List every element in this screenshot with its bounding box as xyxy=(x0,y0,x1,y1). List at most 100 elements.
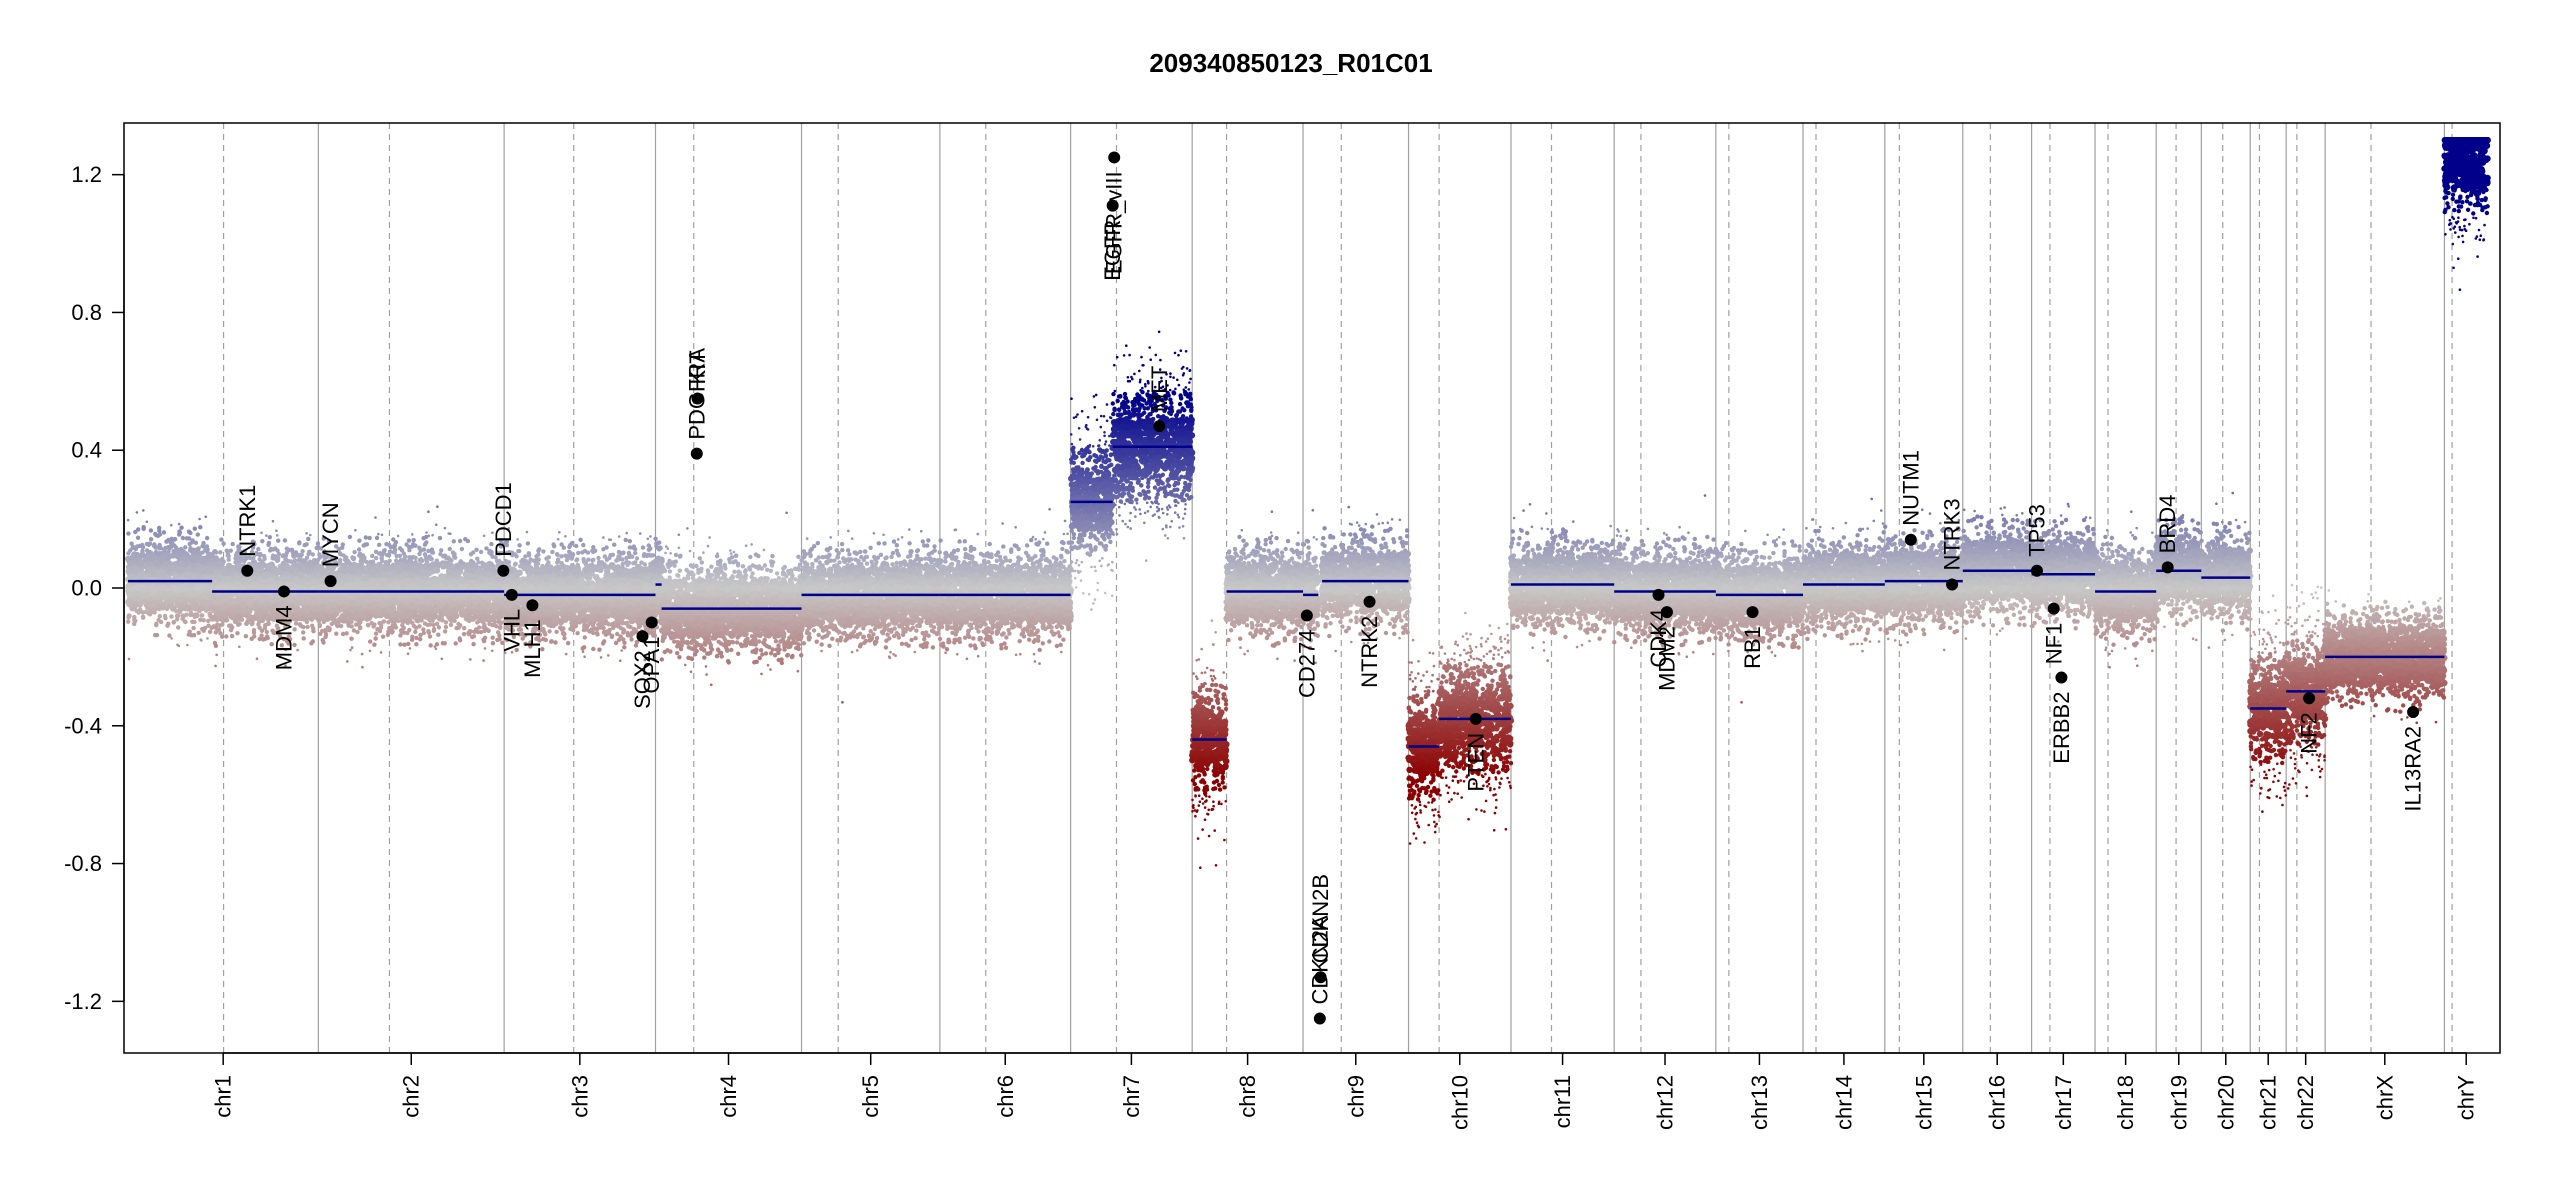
probe-point xyxy=(206,637,209,640)
probe-point xyxy=(438,552,442,556)
probe-point xyxy=(266,636,270,640)
probe-point xyxy=(265,534,268,537)
probe-point xyxy=(275,529,278,532)
probe-point xyxy=(146,555,152,561)
probe-point xyxy=(252,628,256,632)
probe-point xyxy=(439,548,443,552)
probe-point xyxy=(409,647,412,650)
probe-point xyxy=(268,535,272,539)
probe-point xyxy=(221,542,225,546)
probe-point xyxy=(183,545,187,549)
probe-point xyxy=(349,637,353,641)
probe-point xyxy=(201,592,207,598)
probe-point xyxy=(185,536,189,540)
probe-point xyxy=(220,635,224,639)
probe-point xyxy=(149,528,153,532)
probe-point xyxy=(369,650,372,653)
probe-point xyxy=(299,594,305,600)
probe-point xyxy=(293,558,297,562)
probe-point xyxy=(421,627,425,631)
probe-point xyxy=(225,549,229,553)
probe-point xyxy=(367,536,371,540)
probe-point xyxy=(407,628,411,632)
probe-point xyxy=(296,649,299,652)
probe-point xyxy=(183,607,187,611)
probe-point xyxy=(283,538,287,542)
probe-point xyxy=(226,553,230,557)
probe-point xyxy=(126,601,132,607)
probe-point xyxy=(198,618,202,622)
probe-point xyxy=(250,622,254,626)
probe-point xyxy=(460,547,464,551)
probe-point xyxy=(259,596,265,602)
probe-point xyxy=(136,511,139,514)
probe-point xyxy=(234,564,240,570)
probe-point xyxy=(263,614,269,620)
probe-point xyxy=(126,531,130,535)
probe-point xyxy=(166,538,170,542)
probe-point xyxy=(424,555,428,559)
probe-point xyxy=(230,634,234,638)
probe-point xyxy=(357,547,361,551)
probe-point xyxy=(179,547,183,551)
probe-point xyxy=(182,555,188,561)
probe-point xyxy=(307,550,311,554)
probe-point xyxy=(127,519,130,522)
probe-point xyxy=(153,560,159,566)
probe-point xyxy=(430,557,434,561)
probe-point xyxy=(414,636,418,640)
probe-point xyxy=(150,587,156,593)
probe-point xyxy=(176,644,179,647)
probe-point xyxy=(302,617,306,621)
probe-point xyxy=(192,556,198,562)
probe-point xyxy=(449,623,453,627)
probe-point xyxy=(305,532,308,535)
probe-point xyxy=(170,524,173,527)
probe-point xyxy=(428,622,432,626)
probe-point xyxy=(194,541,198,545)
probe-point xyxy=(167,633,171,637)
probe-point xyxy=(229,624,233,628)
probe-point xyxy=(275,548,279,552)
probe-point xyxy=(196,532,200,536)
probe-point xyxy=(216,575,222,581)
probe-point xyxy=(349,649,352,652)
probe-point xyxy=(184,613,188,617)
probe-point xyxy=(482,659,485,662)
probe-point xyxy=(273,569,279,575)
probe-point xyxy=(391,537,395,541)
probe-point xyxy=(281,553,285,557)
probe-point xyxy=(237,615,243,621)
probe-point xyxy=(357,539,361,543)
probe-point xyxy=(283,557,287,561)
probe-point xyxy=(128,658,131,661)
probe-point xyxy=(280,565,286,571)
probe-point xyxy=(257,611,263,617)
probe-point xyxy=(310,618,314,622)
probe-point xyxy=(272,520,275,523)
probe-point xyxy=(219,537,223,541)
probe-point xyxy=(142,509,145,512)
probe-point xyxy=(153,545,157,549)
probe-point xyxy=(205,607,209,611)
probe-point xyxy=(268,548,272,552)
probe-point xyxy=(158,614,162,618)
probe-point xyxy=(136,536,140,540)
probe-point xyxy=(215,654,218,657)
probe-point xyxy=(160,570,166,576)
probe-point xyxy=(234,560,238,564)
probe-point xyxy=(229,549,233,553)
probe-point xyxy=(172,620,176,624)
probe-point xyxy=(243,558,247,562)
probe-point xyxy=(183,619,187,623)
probe-point xyxy=(444,625,448,629)
probe-point xyxy=(130,555,136,561)
probe-point xyxy=(149,537,153,541)
probe-point xyxy=(265,565,271,571)
probe-point xyxy=(128,561,134,567)
probe-point xyxy=(140,587,146,593)
probe-point xyxy=(179,526,183,530)
probe-point xyxy=(267,541,271,545)
probe-point xyxy=(126,568,132,574)
probe-point xyxy=(147,543,151,547)
